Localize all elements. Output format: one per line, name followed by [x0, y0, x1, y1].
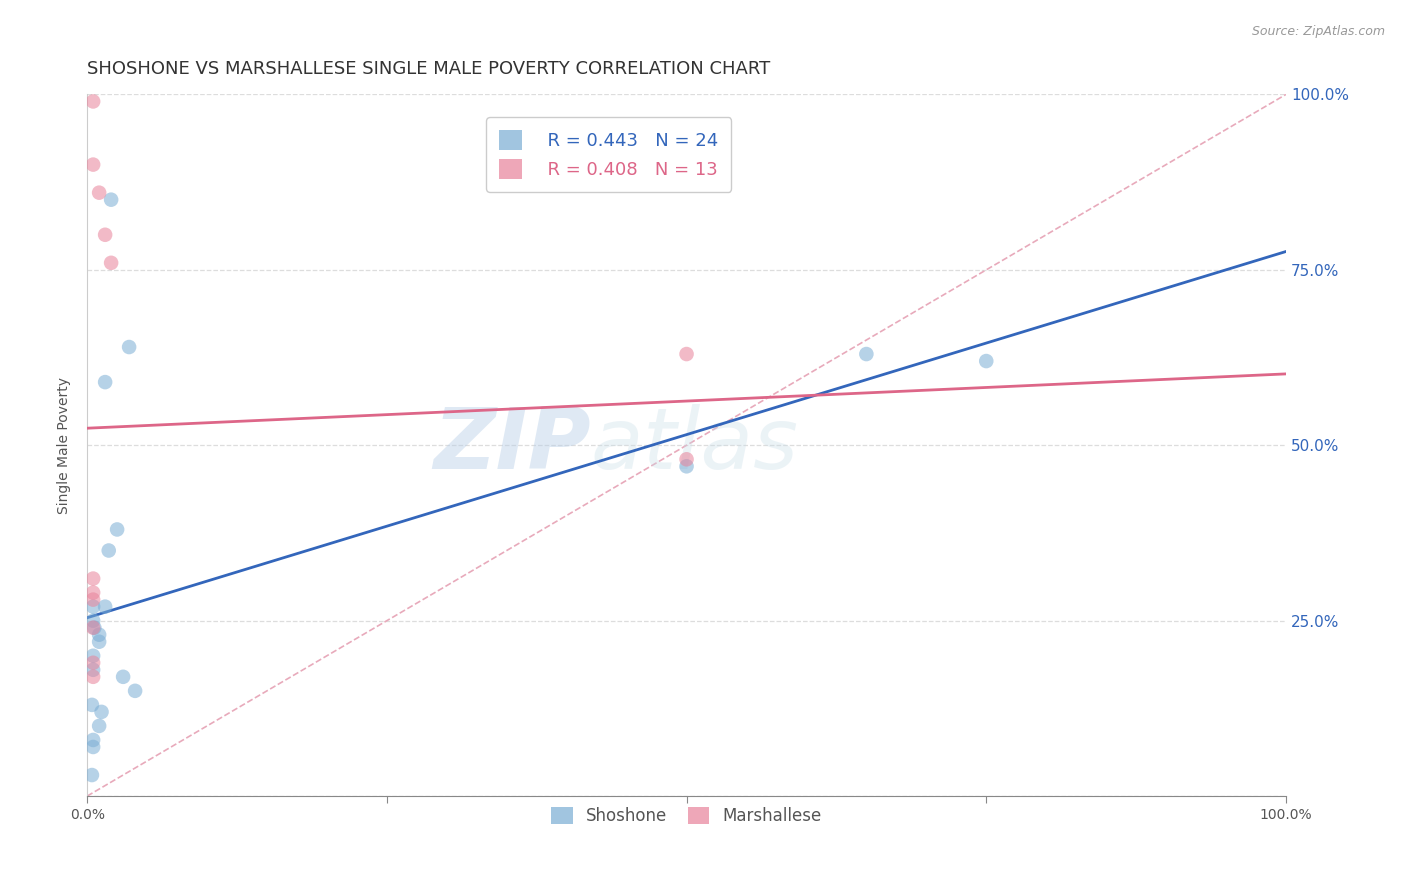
Point — [82, 621, 104, 635]
Point — [82, 95, 104, 109]
Point — [82, 614, 104, 628]
Point — [675, 452, 697, 467]
Point — [82, 648, 104, 663]
Text: Source: ZipAtlas.com: Source: ZipAtlas.com — [1251, 25, 1385, 38]
Point — [89, 634, 111, 648]
Legend: Shoshone, Marshallese: Shoshone, Marshallese — [543, 798, 830, 833]
Point — [112, 670, 135, 684]
Point — [82, 158, 104, 172]
Text: SHOSHONE VS MARSHALLESE SINGLE MALE POVERTY CORRELATION CHART: SHOSHONE VS MARSHALLESE SINGLE MALE POVE… — [87, 60, 770, 78]
Point — [105, 523, 128, 537]
Point — [94, 375, 117, 389]
Point — [675, 347, 697, 361]
Point — [83, 621, 105, 635]
Point — [82, 739, 104, 754]
Point — [90, 705, 112, 719]
Y-axis label: Single Male Poverty: Single Male Poverty — [58, 376, 72, 514]
Point — [80, 698, 103, 712]
Point — [124, 683, 146, 698]
Point — [82, 670, 104, 684]
Point — [118, 340, 141, 354]
Point — [82, 585, 104, 599]
Point — [974, 354, 997, 368]
Point — [82, 656, 104, 670]
Point — [855, 347, 877, 361]
Point — [89, 719, 111, 733]
Point — [100, 256, 122, 270]
Point — [82, 572, 104, 586]
Point — [82, 599, 104, 614]
Point — [94, 599, 117, 614]
Point — [80, 768, 103, 782]
Point — [89, 628, 111, 642]
Point — [97, 543, 120, 558]
Point — [82, 663, 104, 677]
Point — [675, 459, 697, 474]
Point — [82, 592, 104, 607]
Text: ZIP: ZIP — [433, 404, 591, 487]
Point — [89, 186, 111, 200]
Point — [94, 227, 117, 242]
Point — [82, 733, 104, 747]
Text: atlas: atlas — [591, 404, 799, 487]
Point — [100, 193, 122, 207]
